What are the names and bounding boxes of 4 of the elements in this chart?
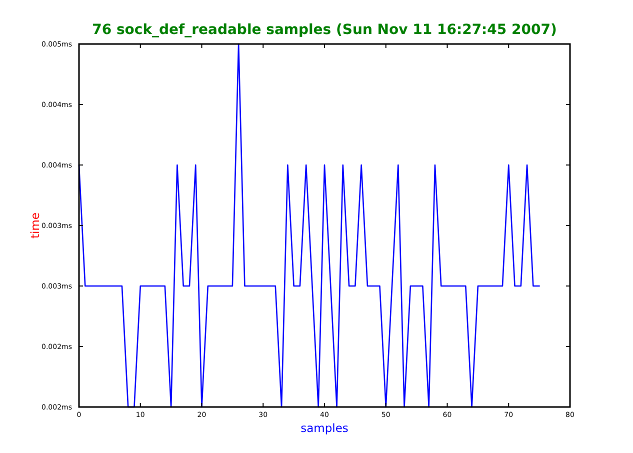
- chart-title: 76 sock_def_readable samples (Sun Nov 11 16:27:45 2007): [92, 22, 557, 38]
- x-axis-title: samples: [300, 421, 348, 435]
- y-axis-title: time: [28, 212, 42, 238]
- line-series: [78, 43, 540, 408]
